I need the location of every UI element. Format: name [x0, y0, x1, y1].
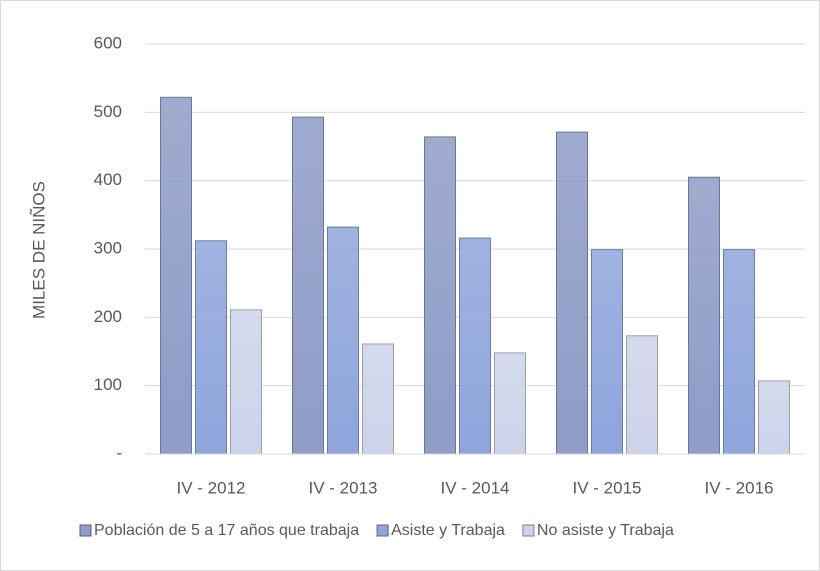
legend: Población de 5 a 17 años que trabaja Asis… [79, 522, 674, 539]
y-tick-label: 400 [94, 170, 122, 189]
bar [459, 237, 491, 455]
legend-label: No asiste y Trabaja [537, 522, 674, 539]
x-tick-label: IV - 2013 [309, 478, 378, 497]
legend-label: Asiste y Trabaja [391, 522, 505, 539]
bar [362, 343, 394, 455]
bar [591, 249, 623, 455]
bar [292, 116, 324, 455]
y-tick-label: 500 [94, 102, 122, 121]
bar [230, 309, 262, 455]
bar [688, 176, 720, 455]
x-tick-label: IV - 2016 [705, 478, 774, 497]
legend-label: Población de 5 a 17 años que trabaja [94, 522, 359, 539]
legend-swatch [522, 524, 535, 537]
bar [424, 136, 456, 455]
bar [626, 335, 658, 455]
y-tick-label: 100 [94, 375, 122, 394]
bar [723, 249, 755, 455]
y-axis-label: MILES DE NIÑOS [29, 181, 48, 319]
y-tick-label: 200 [94, 307, 122, 326]
legend-swatch [79, 524, 92, 537]
bar [160, 96, 192, 455]
y-tick-label: 600 [94, 33, 122, 52]
y-tick-label: - [116, 443, 122, 462]
bar [556, 131, 588, 455]
bar [494, 352, 526, 455]
bar [195, 240, 227, 455]
x-tick-label: IV - 2014 [441, 478, 510, 497]
legend-swatch [376, 524, 389, 537]
bar [758, 380, 790, 455]
bar [327, 226, 359, 455]
y-tick-label: 300 [94, 238, 122, 257]
x-tick-label: IV - 2012 [177, 478, 246, 497]
x-tick-label: IV - 2015 [573, 478, 642, 497]
